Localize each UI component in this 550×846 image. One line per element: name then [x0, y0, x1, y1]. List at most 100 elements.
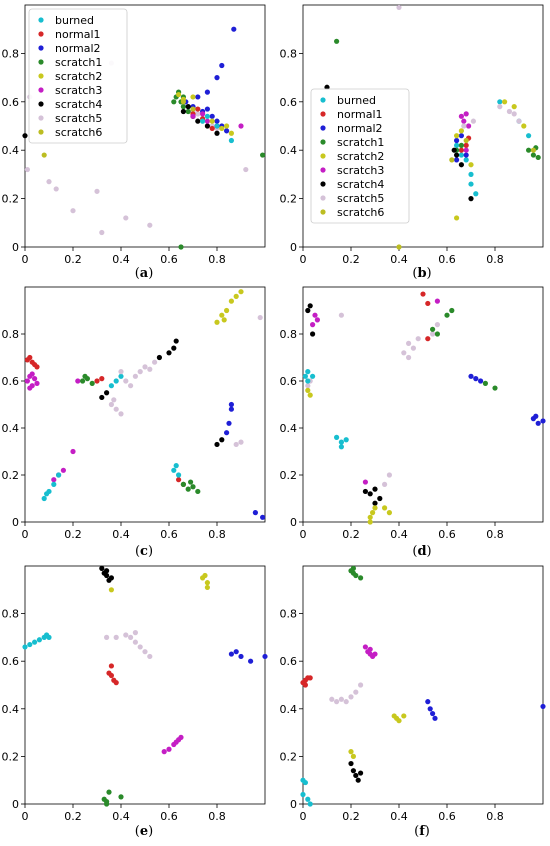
point-scratch4 [108, 575, 114, 581]
point-scratch5 [123, 378, 129, 384]
point-scratch5 [406, 340, 412, 346]
x-tick-label: 0.6 [160, 810, 178, 823]
point-burned [307, 801, 313, 807]
x-tick-label: 0.6 [160, 253, 178, 266]
point-normal2 [248, 658, 254, 664]
legend-marker [38, 101, 44, 107]
legend-label: burned [55, 14, 94, 27]
points-b [324, 4, 541, 250]
point-burned [526, 133, 532, 139]
point-scratch5 [343, 699, 349, 705]
point-scratch4 [99, 394, 105, 401]
point-burned [214, 123, 220, 129]
point-scratch4 [362, 488, 368, 495]
point-scratch3 [178, 734, 184, 740]
point-scratch5 [113, 634, 119, 641]
point-normal1 [27, 354, 33, 361]
y-tick-label: 0.2 [280, 469, 298, 482]
panel-b: 0 0.2 0.4 0.6 0.8 0 0.2 0.4 0.6 0.8 burnednormal1n… [280, 4, 544, 281]
point-scratch2 [233, 293, 239, 299]
y-tick-label: 0.2 [280, 750, 298, 763]
point-burned [200, 118, 206, 124]
point-normal2 [226, 420, 232, 426]
point-scratch3 [463, 147, 469, 153]
point-normal2 [224, 430, 230, 436]
point-burned [204, 113, 210, 119]
point-scratch5 [147, 222, 153, 228]
y-tick-label: 0.4 [2, 144, 20, 157]
panel-c: 0 0.2 0.4 0.6 0.8 0 0.2 0.4 0.6 0.8 (c) [2, 286, 266, 559]
point-scratch2 [190, 94, 196, 100]
point-scratch4 [310, 331, 316, 337]
point-scratch3 [204, 118, 210, 124]
point-scratch3 [51, 477, 57, 483]
x-tick-label: 0.6 [438, 810, 456, 823]
x-tick-label: 0.8 [208, 253, 226, 266]
y-tick-label: 0.6 [280, 655, 298, 668]
point-scratch5 [46, 179, 52, 185]
point-scratch4 [166, 350, 172, 356]
point-scratch5 [461, 123, 467, 129]
point-scratch4 [104, 568, 110, 574]
point-scratch5 [348, 694, 354, 700]
legend-marker [38, 73, 44, 79]
point-scratch4 [204, 123, 210, 129]
x-tick-label: 0.6 [438, 253, 456, 266]
point-normal1 [420, 291, 426, 297]
panel-caption: (c) [135, 544, 153, 559]
point-scratch1 [526, 147, 532, 153]
point-scratch2 [176, 91, 182, 98]
point-scratch5 [382, 481, 388, 487]
point-scratch1 [190, 484, 196, 490]
point-normal2 [195, 94, 201, 100]
point-scratch4 [458, 162, 464, 168]
plot-frame [24, 286, 266, 523]
point-scratch2 [202, 572, 208, 579]
point-scratch5 [497, 104, 503, 110]
x-tick-label: 0.8 [486, 253, 504, 266]
point-burned [44, 632, 50, 638]
y-tick-label: 0.2 [2, 750, 20, 763]
x-tick-label: 0.4 [112, 528, 130, 541]
x-tick-label: 0 [300, 528, 307, 541]
point-scratch4 [454, 152, 460, 158]
point-normal2 [468, 373, 474, 379]
point-normal1 [99, 376, 105, 382]
legend-marker [38, 87, 44, 93]
legend-marker [38, 115, 44, 121]
point-scratch1 [82, 373, 88, 379]
point-normal1 [425, 300, 431, 307]
point-scratch5 [338, 312, 344, 318]
point-normal2 [473, 376, 479, 382]
x-tick-label: 0 [300, 253, 307, 266]
point-scratch1 [80, 378, 86, 384]
point-scratch4 [171, 345, 177, 351]
point-scratch5 [430, 331, 436, 337]
point-scratch5 [353, 689, 359, 695]
point-normal1 [29, 359, 35, 365]
point-scratch1 [449, 307, 455, 314]
point-scratch2 [219, 312, 225, 318]
point-normal2 [228, 651, 234, 657]
x-tick-label: 0.8 [486, 810, 504, 823]
legend-label: normal2 [337, 122, 383, 135]
x-tick-label: 0.2 [64, 528, 82, 541]
point-scratch2 [370, 509, 376, 516]
plot-frame [24, 565, 266, 805]
point-scratch2 [348, 749, 354, 755]
point-burned [173, 463, 179, 469]
legend-marker [320, 153, 326, 159]
point-scratch4 [451, 147, 457, 153]
point-burned [46, 488, 52, 495]
point-normal2 [252, 509, 258, 516]
point-scratch3 [238, 123, 244, 129]
point-scratch1 [334, 38, 340, 44]
legend-marker [320, 111, 326, 117]
y-tick-label: 0.2 [2, 193, 20, 206]
point-scratch1 [89, 380, 95, 386]
point-scratch2 [367, 514, 373, 520]
point-scratch4 [353, 772, 359, 779]
legend-marker [320, 125, 326, 131]
point-scratch1 [195, 488, 201, 495]
